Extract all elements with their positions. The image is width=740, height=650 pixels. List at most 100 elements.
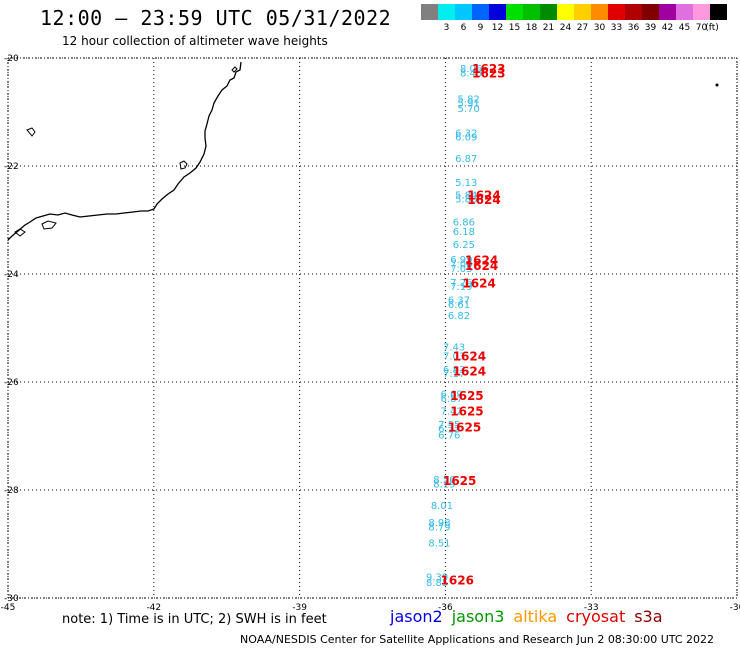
wave-height-label: 5.70 [458, 104, 480, 115]
wave-height-label: 6.09 [455, 133, 477, 144]
scale-unit: (ft) [705, 23, 719, 33]
scale-label: 39 [644, 23, 657, 33]
pass-time-label: 1624 [465, 253, 498, 267]
scale-label: 33 [610, 23, 623, 33]
pass-time-label: 1624 [462, 277, 495, 291]
scale-label: 18 [525, 23, 538, 33]
scale-swatch [642, 4, 659, 20]
lagoon-path [14, 228, 26, 237]
lat-tick-label: -24 [4, 270, 19, 280]
island-dot [715, 83, 719, 87]
satellite-name-cryosat: cryosat [566, 607, 626, 626]
pass-time-label: 1626 [441, 574, 474, 588]
credit-line: NOAA/NESDIS Center for Satellite Applica… [240, 633, 715, 646]
lat-tick-label: -22 [4, 162, 19, 172]
scale-swatch [574, 4, 591, 20]
axis-tick-labels: -45 -42 -39 -36 -33 -30 -20 -22 -24 -26 -28 -30 [1, 54, 740, 613]
wave-height-label: 6.69 [441, 390, 463, 401]
wave-height-label: 7.19 [450, 282, 472, 293]
wave-height-label: 8.51 [428, 539, 450, 550]
pass-time-label: 1624 [453, 365, 486, 379]
pass-time-label: 1625 [450, 389, 483, 403]
lagoon-path [41, 220, 57, 230]
pass-time-label: 1624 [467, 193, 500, 207]
scale-swatch [540, 4, 557, 20]
map-title: 12:00 – 23:59 UTC 05/31/2022 [40, 6, 392, 30]
scale-label: 21 [542, 23, 555, 33]
scale-label: 30 [593, 23, 606, 33]
satellite-name-altika: altika [513, 607, 558, 626]
pass-time-label: 1625 [448, 421, 481, 435]
map-frame [7, 57, 738, 599]
scale-label: 70 [695, 23, 708, 33]
wave-height-label: 6.83 [443, 365, 465, 376]
wave-height-label: 7.43 [443, 343, 465, 354]
scale-swatch [676, 4, 693, 20]
map-grid [7, 57, 738, 599]
lon-tick-label: -39 [292, 603, 307, 613]
wave-height-label: 5.84 [455, 190, 477, 201]
altimeter-track: 8.068.45 5.825.915.70 6.326.09 6.87 5.135.84… [426, 62, 506, 589]
scale-swatch [557, 4, 574, 20]
pass-time-label: 1624 [467, 188, 500, 202]
wave-height-label: 7.26 [450, 278, 472, 289]
satellite-name-s3a: s3a [634, 607, 663, 626]
wave-height-label: 8.01 [431, 501, 453, 512]
wave-height-label: 5.86 [455, 195, 477, 206]
lon-tick-label: -36 [438, 603, 453, 613]
wave-height-label: 7.17 [443, 369, 465, 380]
scale-swatch [625, 4, 642, 20]
island-path [231, 66, 238, 73]
note-text: note: 1) Time is in UTC; 2) SWH is in fe… [62, 612, 327, 627]
pass-time-label: 1623 [472, 62, 505, 76]
wave-height-label: 8.45 [460, 68, 482, 79]
scale-label: 42 [661, 23, 674, 33]
scale-swatch [489, 4, 506, 20]
pass-time-label: 1625 [450, 404, 483, 418]
satellite-name-jason2: jason2 [390, 607, 443, 626]
island-path [26, 127, 36, 137]
wave-height-label: 7.55 [438, 420, 460, 431]
wave-height-label: 6.99 [450, 255, 472, 266]
scale-label: 36 [627, 23, 640, 33]
lat-tick-label: -30 [4, 594, 19, 604]
wave-height-label: 6.61 [448, 300, 470, 311]
scale-swatch [421, 4, 438, 20]
scale-swatch [523, 4, 540, 20]
wave-height-label: 6.82 [448, 311, 470, 322]
pass-time-label: 1625 [443, 474, 476, 488]
wave-height-label: 6.86 [453, 217, 475, 228]
scale-label: 24 [559, 23, 572, 33]
scale-label: 6 [460, 23, 467, 33]
map-subtitle: 12 hour collection of altimeter wave hei… [62, 34, 328, 48]
wave-height-label: 8.19 [433, 479, 455, 490]
wave-height-label: 6.32 [455, 128, 477, 139]
scale-swatch [693, 4, 710, 20]
wave-height-label: 6.76 [438, 431, 460, 442]
coastline-path [7, 61, 242, 241]
wave-height-label: 8.56 [433, 475, 455, 486]
lat-tick-label: -26 [4, 378, 19, 388]
lon-tick-label: -42 [146, 603, 161, 613]
scale-swatch [506, 4, 523, 20]
wave-height-label: 7.00 [450, 260, 472, 271]
lon-tick-label: -30 [730, 603, 740, 613]
island-path [179, 160, 188, 170]
scale-swatch [591, 4, 608, 20]
lon-tick-label: -33 [584, 603, 599, 613]
wave-height-label: 6.72 [438, 424, 460, 435]
scale-swatch [659, 4, 676, 20]
lat-tick-label: -28 [4, 486, 19, 496]
coastline [7, 61, 719, 241]
pass-time-label: 1624 [453, 349, 486, 363]
scale-swatch [608, 4, 625, 20]
wave-height-label: 6.87 [441, 394, 463, 405]
wave-height-label: 7.42 [441, 406, 463, 417]
wave-height-label: 5.82 [458, 94, 480, 105]
scale-label: 27 [576, 23, 589, 33]
scale-swatch [710, 4, 727, 20]
pass-time-label: 1624 [465, 259, 498, 273]
lat-tick-label: -20 [4, 54, 19, 64]
wave-height-label: 9.39 [426, 573, 448, 584]
